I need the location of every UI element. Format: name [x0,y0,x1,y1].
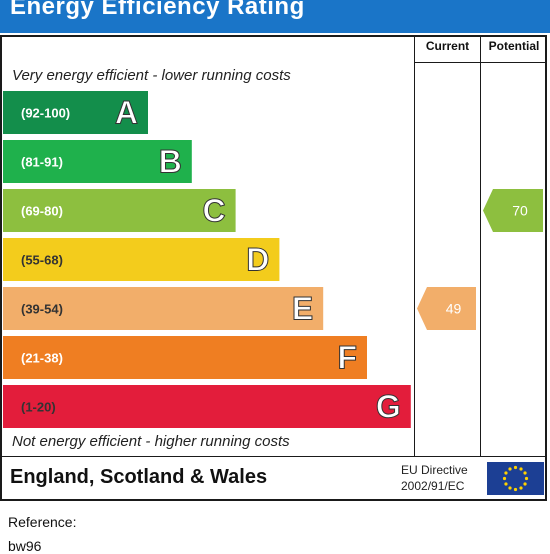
potential-rating-value: 70 [512,203,528,219]
band-f-letter: F [337,340,357,376]
band-c-bar [3,189,236,232]
band-c-range: (69-80) [21,204,63,219]
column-header-potential: Potential [488,39,540,53]
potential-rating-marker [483,189,543,232]
eu-star-icon [519,467,523,471]
band-e-range: (39-54) [21,302,63,317]
divider-current [414,35,415,456]
band-a-range: (92-100) [21,106,70,121]
column-header-current: Current [425,39,470,53]
directive-line-1: EU Directive [401,463,468,477]
eu-star-icon [519,486,523,490]
band-b-bar [3,140,192,183]
eu-star-icon [523,482,527,486]
band-g-bar [3,385,411,428]
caption-efficient: Very energy efficient - lower running co… [12,67,291,84]
band-d-bar [3,238,280,281]
band-e-letter: E [292,291,313,327]
reference-value: bw96 [8,538,42,554]
country-label: England, Scotland & Wales [10,466,268,488]
band-a-letter: A [115,95,138,131]
eu-star-icon [504,482,508,486]
band-e-bar [3,287,324,330]
eu-flag-icon [487,462,544,495]
band-d-range: (55-68) [21,253,63,268]
eu-star-icon [502,476,507,481]
band-d-letter: D [246,242,269,278]
eu-star-icon [504,471,508,475]
directive-line-2: 2002/91/EC [401,479,465,493]
current-rating-marker [417,287,476,330]
eu-star-icon [524,476,529,481]
eu-star-icon [513,487,518,492]
band-b-range: (81-91) [21,155,63,170]
divider-potential [480,35,481,456]
eu-star-icon [523,471,527,475]
eu-star-icon [508,486,512,490]
eu-star-icon [508,467,512,471]
caption-inefficient: Not energy efficient - higher running co… [12,433,290,450]
band-c-letter: C [202,193,225,229]
band-f-range: (21-38) [21,351,63,366]
band-g-letter: G [376,389,401,425]
eu-star-icon [513,465,518,470]
current-rating-value: 49 [446,301,462,317]
chart-frame [0,35,547,501]
band-b-letter: B [159,144,182,180]
band-g-range: (1-20) [21,400,56,415]
reference-label: Reference: [8,514,77,530]
header-rule [414,62,547,63]
chart-title: Energy Efficiency Rating [10,0,305,20]
band-a-bar [3,91,148,134]
footer-rule [0,456,547,457]
title-bar: Energy Efficiency Rating [0,0,550,33]
band-f-bar [3,336,367,379]
